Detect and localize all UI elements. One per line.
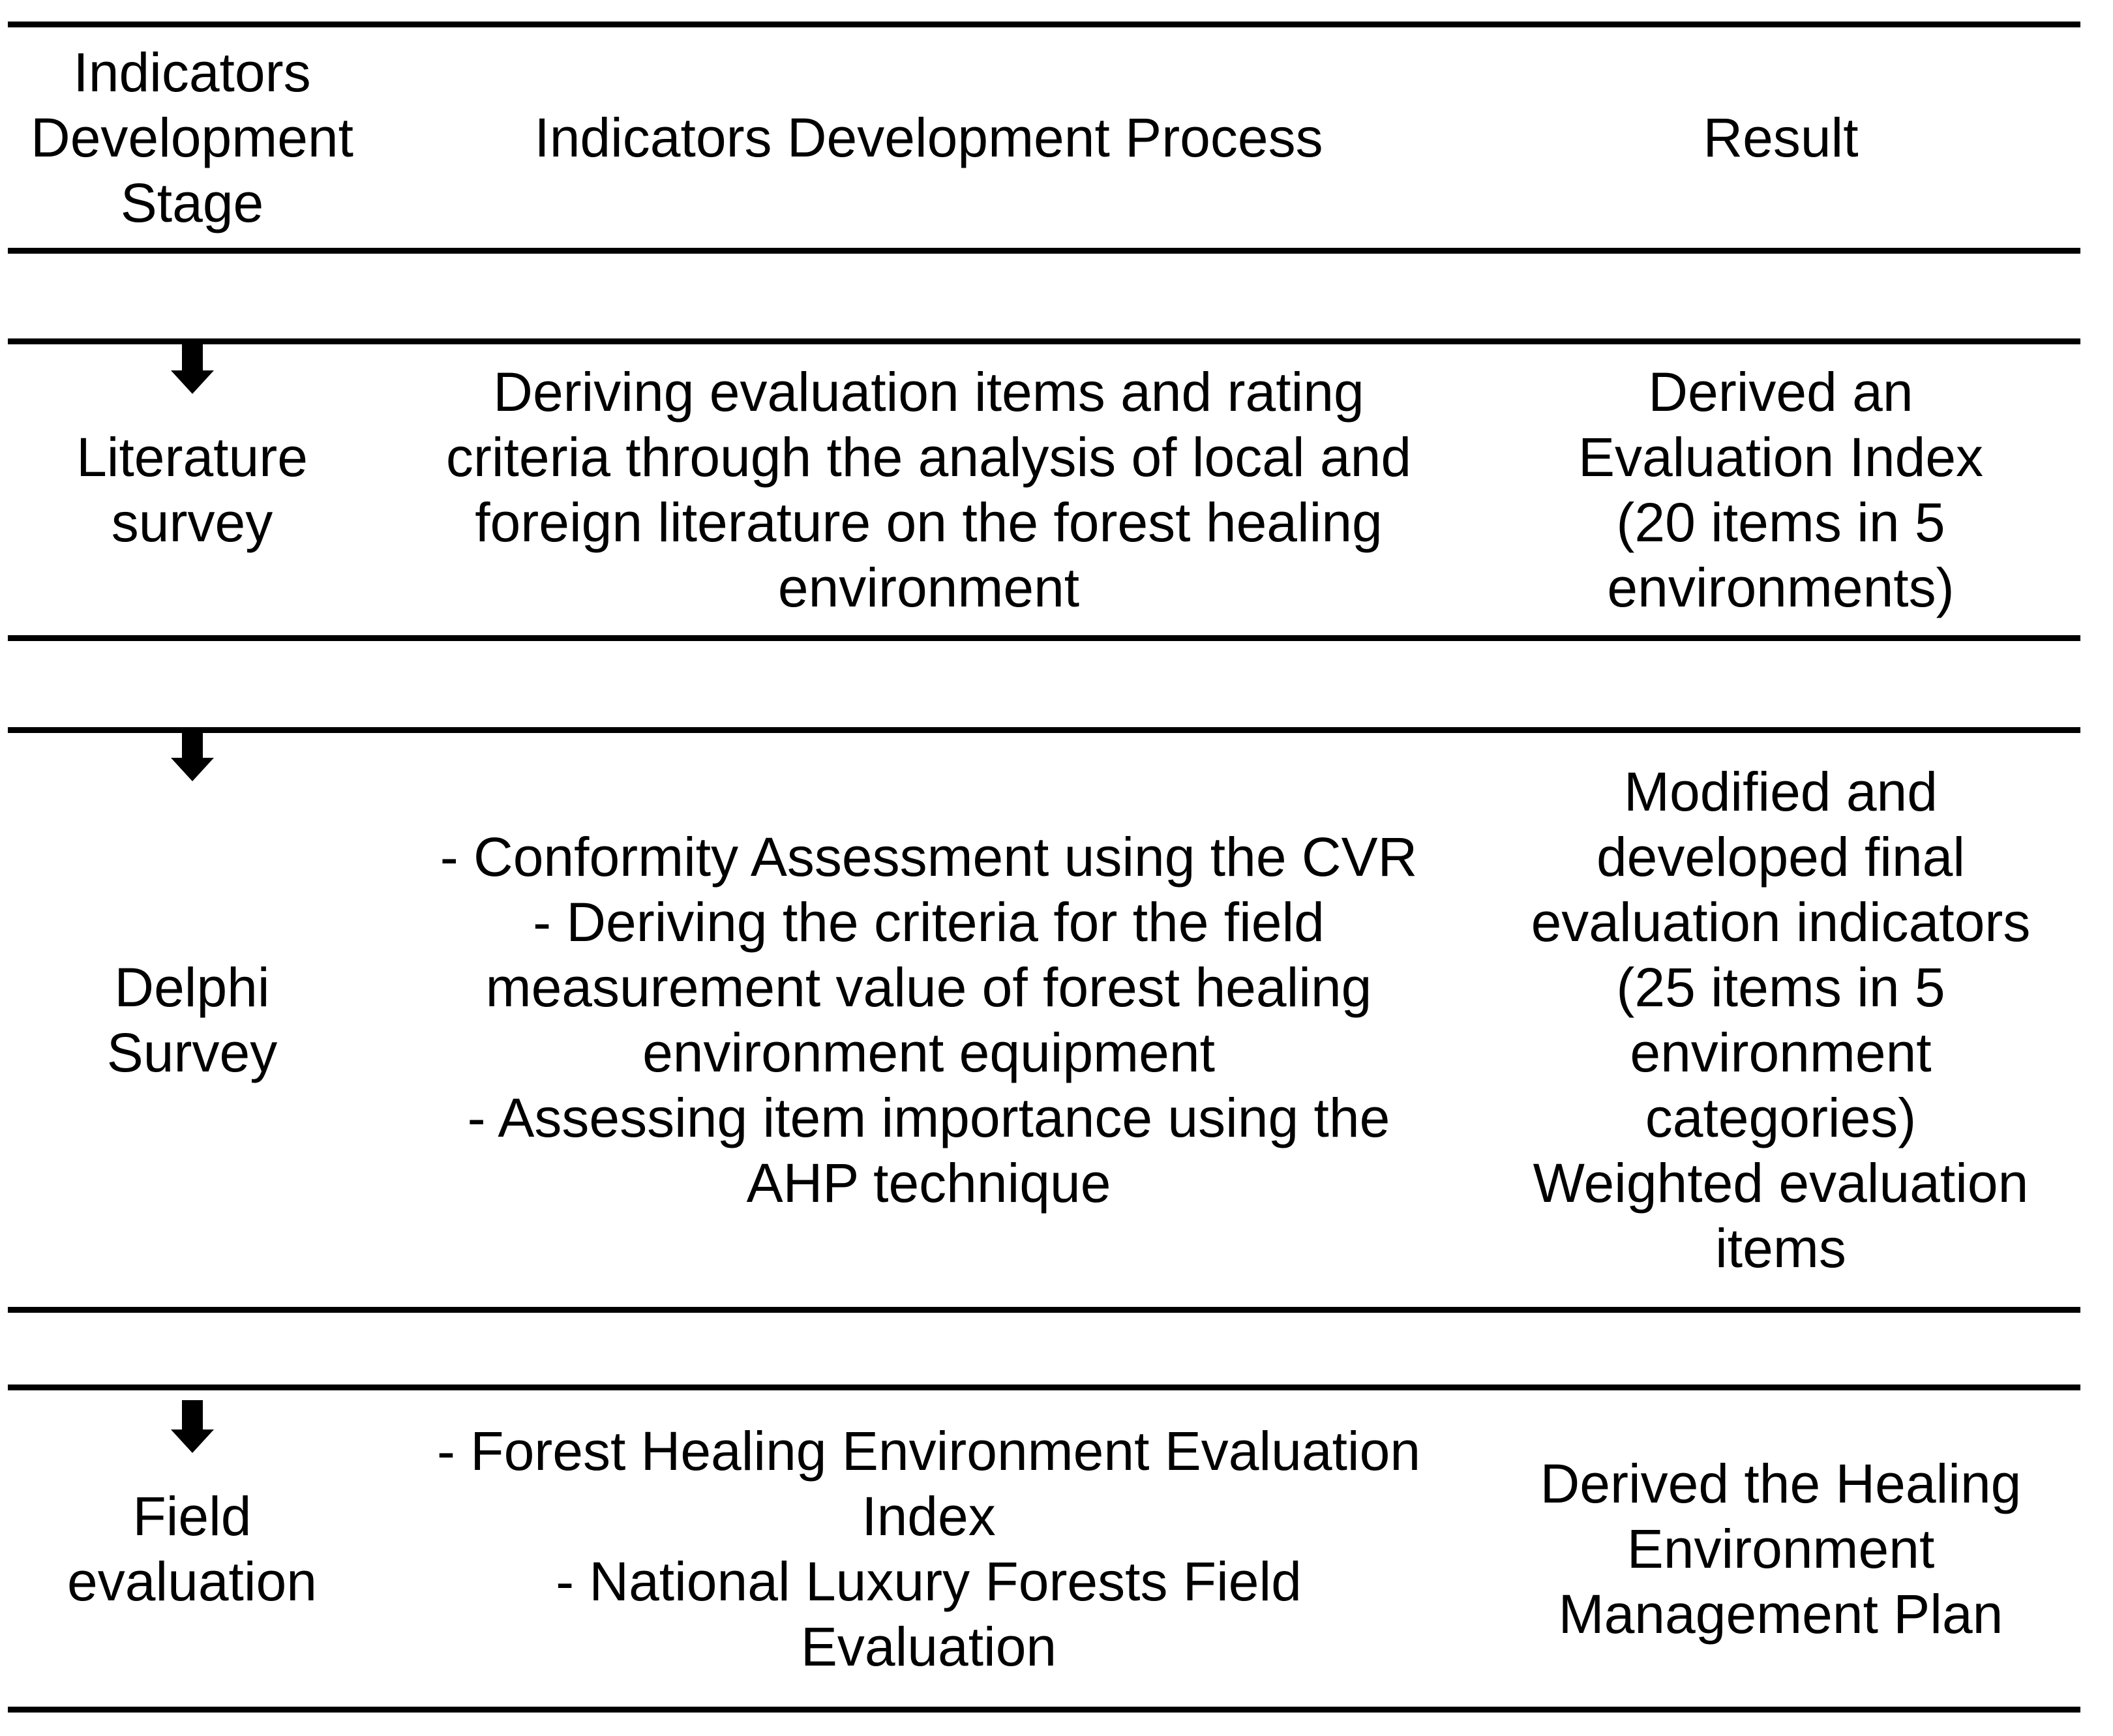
arrow-cell [8, 254, 376, 394]
table-row-literature-survey: Literature survey Deriving evaluation it… [8, 344, 2080, 641]
arrow-row [8, 1313, 2080, 1453]
table-header-row: Indicators Development Stage Indicators … [8, 27, 2080, 254]
stage-cell: Field evaluation [67, 1485, 317, 1612]
process-cell: - Conformity Assessment using the CVR - … [440, 826, 1418, 1214]
arrow-row [8, 254, 2080, 394]
stage-cell: Literature survey [76, 427, 308, 553]
header-stage-cell: Indicators Development Stage [31, 42, 353, 233]
header-process-cell: Indicators Development Process [534, 107, 1323, 168]
stage-cell: Delphi Survey [106, 957, 278, 1083]
down-arrow-icon [170, 728, 214, 781]
table-row-field-evaluation: Field evaluation - Forest Healing Enviro… [8, 1390, 2080, 1713]
process-cell: - Forest Healing Environment Evaluation … [436, 1420, 1421, 1677]
arrow-cell [8, 1313, 376, 1453]
header-result-cell: Result [1703, 107, 1859, 168]
indicators-development-table: Indicators Development Stage Indicators … [8, 22, 2080, 1713]
result-cell: Derived the Healing Environment Manageme… [1540, 1452, 2022, 1645]
down-arrow-icon [170, 1400, 214, 1453]
result-cell: Derived an Evaluation Index (20 items in… [1578, 361, 1984, 618]
process-cell: Deriving evaluation items and rating cri… [445, 361, 1412, 618]
down-arrow-icon [170, 341, 214, 394]
arrow-cell [8, 641, 376, 781]
result-cell: Modified and developed final evaluation … [1531, 761, 2031, 1279]
table-row-delphi-survey: Delphi Survey - Conformity Assessment us… [8, 733, 2080, 1313]
arrow-row [8, 641, 2080, 781]
